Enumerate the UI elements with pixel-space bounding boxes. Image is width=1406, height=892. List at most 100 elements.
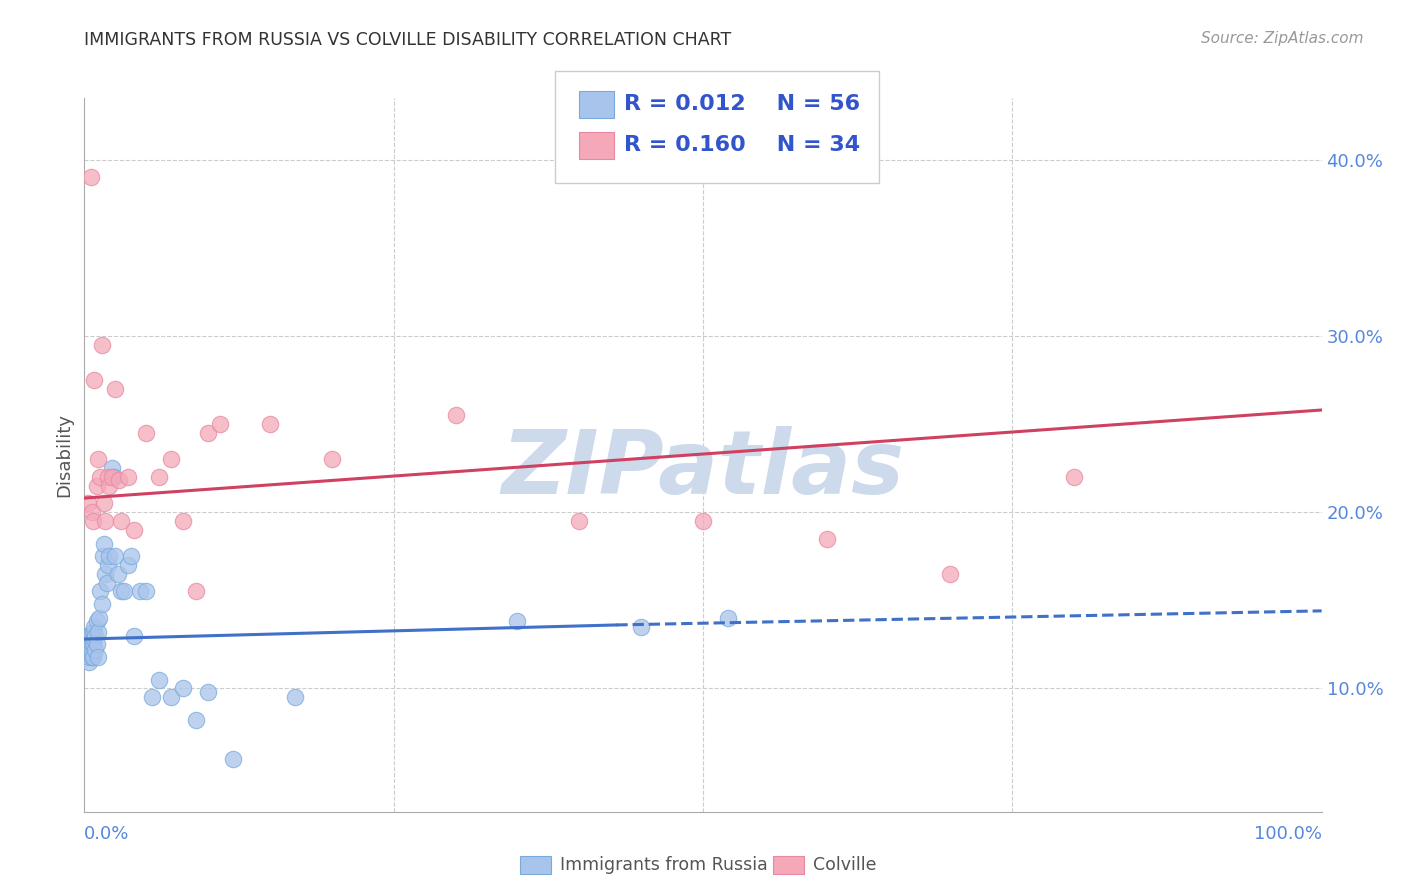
- Point: [172, 681, 194, 696]
- Point: [259, 417, 281, 431]
- Point: [568, 514, 591, 528]
- Point: [630, 620, 652, 634]
- Point: [692, 514, 714, 528]
- Y-axis label: Disability: Disability: [55, 413, 73, 497]
- Point: [80, 505, 103, 519]
- Text: R = 0.160    N = 34: R = 0.160 N = 34: [624, 136, 860, 155]
- Text: IMMIGRANTS FROM RUSSIA VS COLVILLE DISABILITY CORRELATION CHART: IMMIGRANTS FROM RUSSIA VS COLVILLE DISAB…: [84, 31, 731, 49]
- Point: [82, 514, 104, 528]
- Point: [94, 514, 117, 528]
- Point: [83, 632, 105, 646]
- Point: [75, 637, 97, 651]
- Text: 100.0%: 100.0%: [1254, 825, 1322, 843]
- Point: [76, 646, 98, 660]
- Point: [148, 470, 170, 484]
- Point: [90, 597, 112, 611]
- Point: [100, 470, 122, 484]
- Point: [93, 537, 115, 551]
- Point: [107, 566, 129, 581]
- Point: [89, 470, 111, 484]
- Point: [104, 382, 127, 396]
- Point: [939, 566, 962, 581]
- Point: [444, 409, 467, 423]
- Point: [83, 620, 105, 634]
- Point: [79, 628, 101, 642]
- Point: [717, 611, 740, 625]
- Point: [79, 649, 101, 664]
- Point: [93, 496, 115, 510]
- Point: [120, 549, 142, 564]
- Point: [197, 685, 219, 699]
- Point: [284, 690, 307, 705]
- Point: [184, 584, 207, 599]
- Point: [82, 625, 104, 640]
- Point: [321, 452, 343, 467]
- Point: [117, 558, 139, 572]
- Point: [97, 470, 120, 484]
- Point: [79, 655, 101, 669]
- Point: [91, 549, 114, 564]
- Point: [87, 452, 110, 467]
- Point: [222, 752, 245, 766]
- Point: [87, 625, 110, 640]
- Point: [100, 461, 122, 475]
- Point: [98, 479, 121, 493]
- Text: ZIPatlas: ZIPatlas: [502, 425, 904, 513]
- Point: [76, 628, 98, 642]
- Point: [184, 713, 207, 727]
- Point: [815, 532, 838, 546]
- Text: Colville: Colville: [813, 856, 876, 874]
- Text: Immigrants from Russia: Immigrants from Russia: [560, 856, 768, 874]
- Point: [197, 425, 219, 440]
- Point: [83, 373, 105, 387]
- Point: [80, 649, 103, 664]
- Point: [79, 637, 101, 651]
- Point: [108, 474, 131, 488]
- Point: [160, 452, 183, 467]
- Point: [110, 584, 132, 599]
- Point: [90, 338, 112, 352]
- Point: [160, 690, 183, 705]
- Point: [89, 611, 111, 625]
- Point: [110, 514, 132, 528]
- Point: [79, 628, 101, 642]
- Point: [172, 514, 194, 528]
- Point: [135, 584, 157, 599]
- Point: [86, 615, 108, 629]
- Point: [98, 549, 121, 564]
- Point: [94, 566, 117, 581]
- Point: [82, 649, 104, 664]
- Point: [122, 628, 145, 642]
- Point: [80, 646, 103, 660]
- Point: [148, 673, 170, 687]
- Point: [1063, 470, 1085, 484]
- Text: Source: ZipAtlas.com: Source: ZipAtlas.com: [1201, 31, 1364, 46]
- Point: [122, 523, 145, 537]
- Point: [77, 496, 100, 510]
- Point: [103, 470, 125, 484]
- Point: [84, 628, 107, 642]
- Point: [141, 690, 163, 705]
- Point: [77, 642, 100, 657]
- Point: [79, 170, 101, 185]
- Point: [97, 558, 120, 572]
- Point: [79, 642, 101, 657]
- Point: [86, 479, 108, 493]
- Point: [209, 417, 232, 431]
- Point: [77, 632, 100, 646]
- Text: R = 0.012    N = 56: R = 0.012 N = 56: [624, 95, 860, 114]
- Point: [104, 549, 127, 564]
- Point: [129, 584, 152, 599]
- Point: [87, 649, 110, 664]
- Point: [506, 615, 529, 629]
- Point: [112, 584, 135, 599]
- Text: 0.0%: 0.0%: [84, 825, 129, 843]
- Point: [86, 637, 108, 651]
- Point: [82, 637, 104, 651]
- Point: [80, 632, 103, 646]
- Point: [117, 470, 139, 484]
- Point: [84, 642, 107, 657]
- Point: [96, 575, 118, 590]
- Point: [89, 584, 111, 599]
- Point: [135, 425, 157, 440]
